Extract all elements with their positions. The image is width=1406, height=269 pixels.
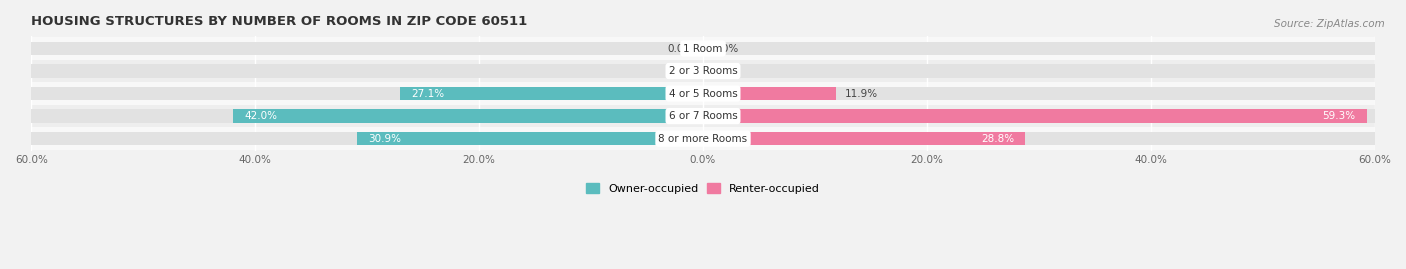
Text: 11.9%: 11.9%: [845, 89, 879, 98]
Bar: [703, 87, 1375, 100]
Bar: [703, 87, 837, 100]
Bar: [703, 109, 1367, 123]
Text: 30.9%: 30.9%: [368, 134, 401, 144]
Bar: [31, 64, 703, 78]
Bar: [703, 42, 1375, 55]
Bar: [31, 87, 703, 100]
Bar: [31, 82, 1375, 105]
Bar: [31, 60, 1375, 82]
Text: 0.0%: 0.0%: [668, 66, 695, 76]
Text: 59.3%: 59.3%: [1323, 111, 1355, 121]
Legend: Owner-occupied, Renter-occupied: Owner-occupied, Renter-occupied: [586, 183, 820, 194]
Bar: [31, 109, 703, 123]
Bar: [703, 132, 1025, 146]
Bar: [357, 132, 703, 146]
Bar: [399, 87, 703, 100]
Bar: [31, 37, 1375, 60]
Bar: [703, 64, 1375, 78]
Text: HOUSING STRUCTURES BY NUMBER OF ROOMS IN ZIP CODE 60511: HOUSING STRUCTURES BY NUMBER OF ROOMS IN…: [31, 15, 527, 28]
Text: 0.0%: 0.0%: [711, 66, 738, 76]
Bar: [703, 132, 1375, 146]
Text: 42.0%: 42.0%: [245, 111, 277, 121]
Text: Source: ZipAtlas.com: Source: ZipAtlas.com: [1274, 19, 1385, 29]
Text: 4 or 5 Rooms: 4 or 5 Rooms: [669, 89, 737, 98]
Bar: [31, 42, 703, 55]
Text: 2 or 3 Rooms: 2 or 3 Rooms: [669, 66, 737, 76]
Bar: [31, 105, 1375, 128]
Text: 28.8%: 28.8%: [981, 134, 1014, 144]
Text: 6 or 7 Rooms: 6 or 7 Rooms: [669, 111, 737, 121]
Text: 8 or more Rooms: 8 or more Rooms: [658, 134, 748, 144]
Text: 0.0%: 0.0%: [711, 44, 738, 54]
Text: 27.1%: 27.1%: [411, 89, 444, 98]
Text: 1 Room: 1 Room: [683, 44, 723, 54]
Bar: [31, 132, 703, 146]
Bar: [233, 109, 703, 123]
Text: 0.0%: 0.0%: [668, 44, 695, 54]
Bar: [31, 128, 1375, 150]
Bar: [703, 109, 1375, 123]
